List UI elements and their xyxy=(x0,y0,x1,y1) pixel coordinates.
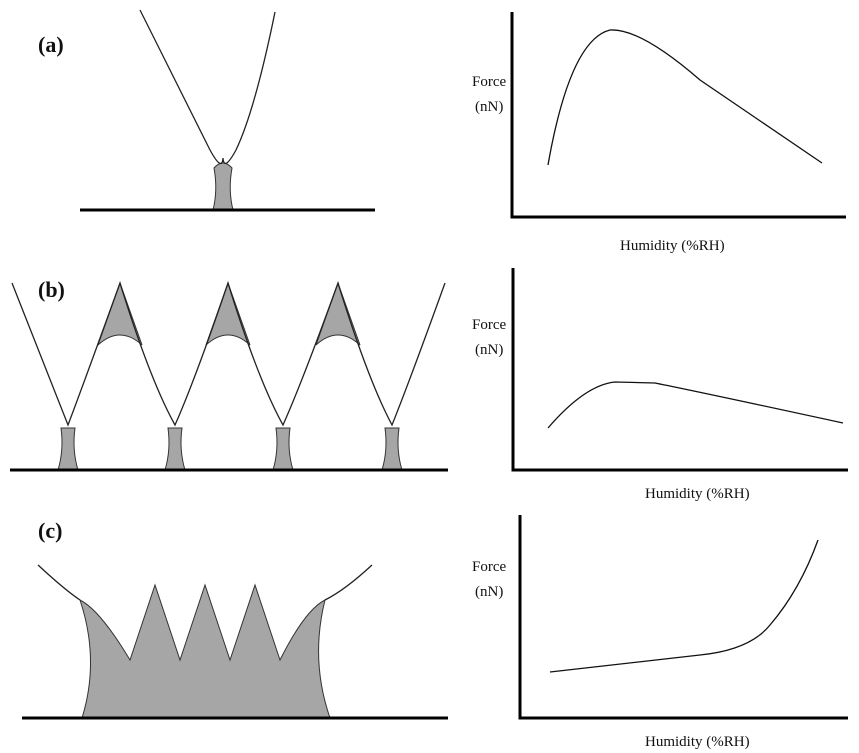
y-label: Force xyxy=(472,559,506,575)
y-label: (nN) xyxy=(475,99,503,115)
panel-label: (b) xyxy=(38,277,65,302)
y-label: (nN) xyxy=(475,584,503,600)
force-curve xyxy=(549,539,819,673)
axes xyxy=(510,12,846,219)
tips xyxy=(11,280,446,427)
y-label: Force xyxy=(472,317,506,333)
meniscus xyxy=(212,162,234,211)
y-label: (nN) xyxy=(475,342,503,358)
x-label: Humidity (%RH) xyxy=(620,238,725,254)
panel-label: (a) xyxy=(38,32,64,57)
panel-label: (c) xyxy=(38,518,62,543)
peaks xyxy=(57,281,403,471)
tip xyxy=(37,564,373,601)
water-film xyxy=(79,583,331,719)
force-curve xyxy=(547,29,823,166)
x-label: Humidity (%RH) xyxy=(645,486,750,502)
axes xyxy=(518,515,848,720)
y-label: Force xyxy=(472,74,506,90)
x-label: Humidity (%RH) xyxy=(645,734,750,750)
force-curve xyxy=(547,381,844,429)
axes xyxy=(511,268,848,472)
tip xyxy=(139,9,276,165)
